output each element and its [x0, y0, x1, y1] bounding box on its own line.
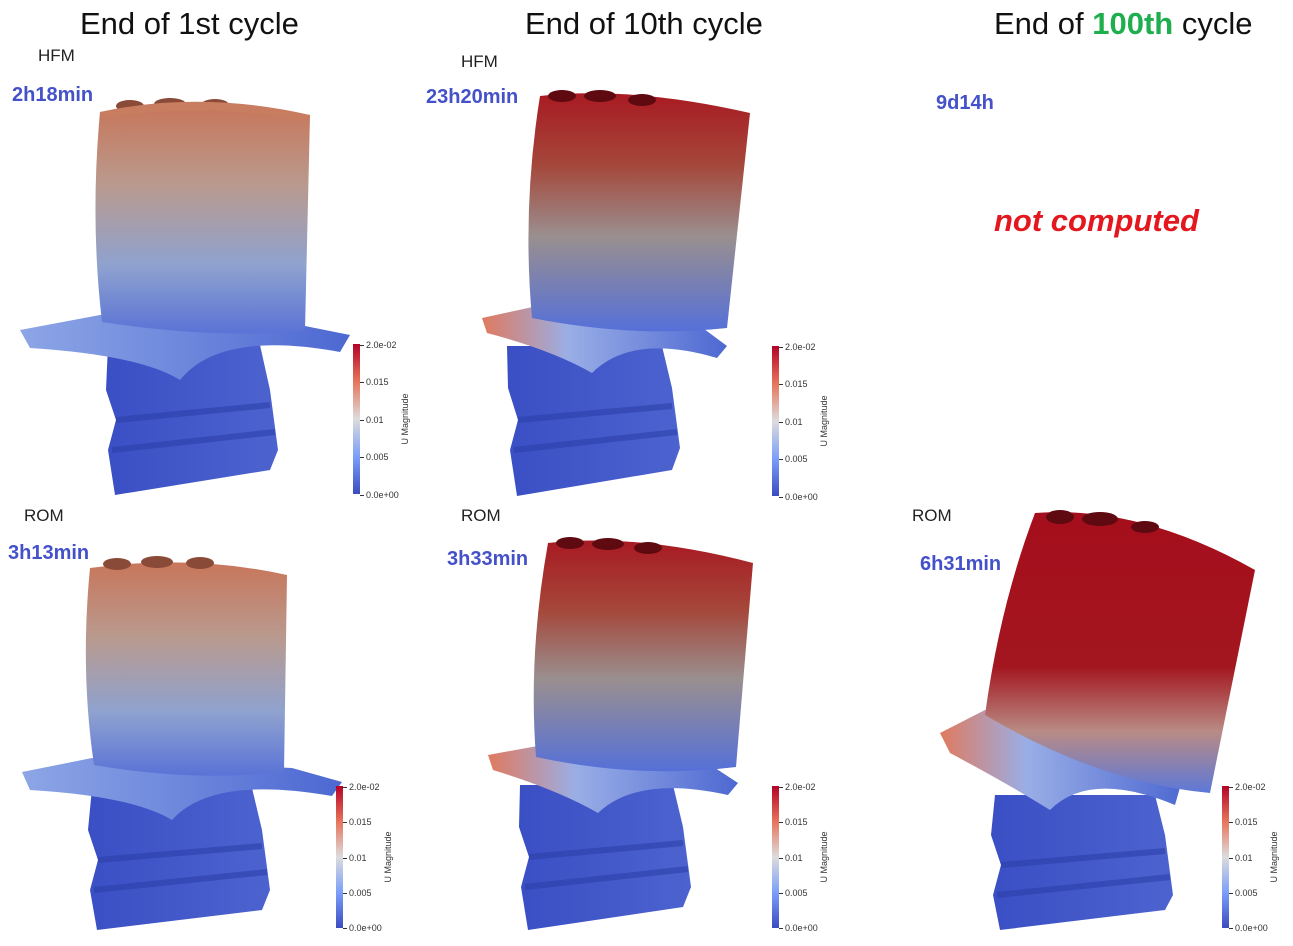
colorbar-tick: 2.0e-02	[360, 340, 397, 350]
rom-label-col1: ROM	[24, 506, 64, 525]
colorbar-hfm-10th: 2.0e-02 0.015 0.01 0.005 0.0e+00 U Magni…	[772, 342, 862, 506]
colorbar-tick: 0.01	[1229, 853, 1253, 863]
time-rom-1st: 3h13min	[8, 542, 90, 564]
colorbar-rom-100th: 2.0e-02 0.015 0.01 0.005 0.0e+00 U Magni…	[1222, 782, 1293, 946]
not-computed-label: not computed	[994, 203, 1199, 238]
colorbar-gradient	[336, 786, 343, 928]
time-hfm-10th: 23h20min	[426, 86, 519, 108]
time-rom-100th: 6h31min	[920, 553, 1002, 575]
colorbar-tick: 0.0e+00	[360, 490, 399, 500]
colorbar-tick: 0.0e+00	[1229, 923, 1268, 933]
column-title-100th-cycle: End of 100th cycle	[994, 6, 1253, 41]
colorbar-title: U Magnitude	[383, 831, 393, 883]
blade-render-rom-100th	[940, 510, 1255, 930]
colorbar-title: U Magnitude	[819, 395, 829, 447]
time-hfm-100th: 9d14h	[936, 92, 994, 114]
colorbar-tick: 0.005	[779, 888, 808, 898]
blade-render-hfm-10th	[482, 90, 750, 496]
colorbar-tick: 0.005	[1229, 888, 1258, 898]
colorbar-tick: 0.005	[779, 454, 808, 464]
colorbar-title: U Magnitude	[400, 393, 410, 445]
colorbar-tick: 0.015	[779, 379, 808, 389]
colorbar-title: U Magnitude	[819, 831, 829, 883]
column-title-1st-cycle: End of 1st cycle	[80, 6, 299, 41]
colorbar-gradient	[1222, 786, 1229, 928]
colorbar-tick: 0.005	[360, 452, 389, 462]
colorbar-tick: 0.0e+00	[779, 923, 818, 933]
rom-label-col2: ROM	[461, 506, 501, 525]
colorbar-tick: 0.0e+00	[343, 923, 382, 933]
blade-render-rom-10th	[488, 537, 753, 930]
time-hfm-1st: 2h18min	[12, 84, 94, 106]
blade-render-rom-1st	[22, 556, 342, 930]
colorbar-tick: 2.0e-02	[1229, 782, 1266, 792]
blade-render-hfm-1st	[20, 98, 350, 495]
colorbar-hfm-1st: 2.0e-02 0.015 0.01 0.005 0.0e+00 U Magni…	[353, 340, 443, 504]
colorbar-gradient	[772, 786, 779, 928]
colorbar-tick: 2.0e-02	[779, 342, 816, 352]
hfm-label-col1: HFM	[38, 46, 75, 65]
colorbar-tick: 2.0e-02	[343, 782, 380, 792]
time-rom-10th: 3h33min	[447, 548, 529, 570]
column-title-10th-cycle: End of 10th cycle	[525, 6, 763, 41]
colorbar-tick: 0.005	[343, 888, 372, 898]
colorbar-tick: 0.015	[360, 377, 389, 387]
colorbar-rom-10th: 2.0e-02 0.015 0.01 0.005 0.0e+00 U Magni…	[772, 782, 862, 946]
colorbar-rom-1st: 2.0e-02 0.015 0.01 0.005 0.0e+00 U Magni…	[336, 782, 426, 946]
colorbar-tick: 0.015	[1229, 817, 1258, 827]
colorbar-gradient	[772, 346, 779, 496]
colorbar-tick: 0.01	[779, 853, 803, 863]
colorbar-tick: 2.0e-02	[779, 782, 816, 792]
colorbar-tick: 0.01	[779, 417, 803, 427]
colorbar-tick: 0.015	[779, 817, 808, 827]
colorbar-title: U Magnitude	[1269, 831, 1279, 883]
colorbar-tick: 0.0e+00	[779, 492, 818, 502]
colorbar-tick: 0.015	[343, 817, 372, 827]
colorbar-gradient	[353, 344, 360, 494]
rom-label-col3: ROM	[912, 506, 952, 525]
hfm-label-col2: HFM	[461, 52, 498, 71]
colorbar-tick: 0.01	[343, 853, 367, 863]
colorbar-tick: 0.01	[360, 415, 384, 425]
